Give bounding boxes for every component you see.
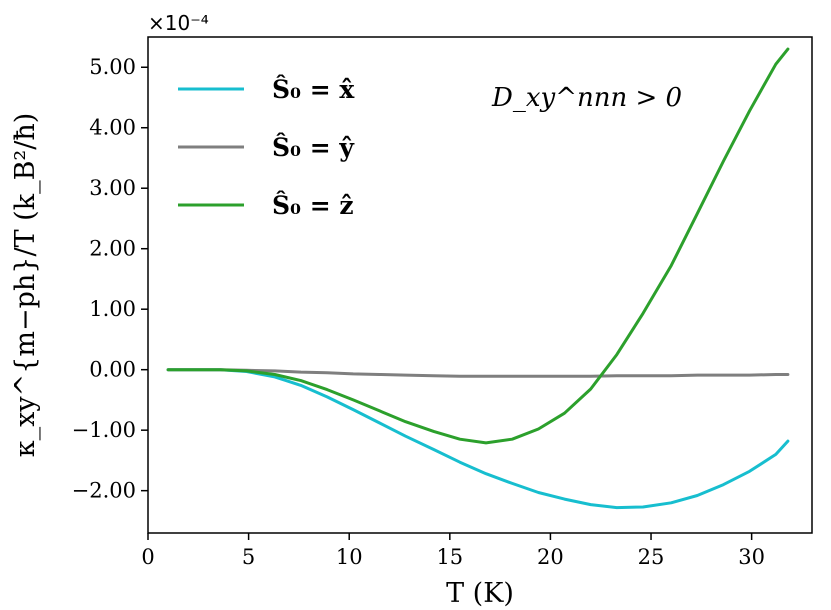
y-tick-label: 0.00 <box>89 358 136 382</box>
legend-label-2: Ŝ₀ = ŷ <box>272 133 355 162</box>
x-tick-label: 10 <box>336 545 363 569</box>
y-tick-label: 2.00 <box>89 237 136 261</box>
annotation: D_xy^nnn > 0 <box>491 83 682 113</box>
series-line-2 <box>166 368 790 378</box>
y-tick-label: 3.00 <box>89 176 136 200</box>
x-axis-label: T (K) <box>446 578 514 609</box>
y-offset-label: ×10⁻⁴ <box>148 11 209 35</box>
y-tick-label: −2.00 <box>72 479 136 503</box>
legend-label-3: Ŝ₀ = ẑ <box>272 191 354 220</box>
x-tick-label: 0 <box>141 545 154 569</box>
x-tick-label: 5 <box>242 545 255 569</box>
plot-frame <box>147 36 813 534</box>
x-tick-label: 30 <box>738 545 765 569</box>
y-tick-label: 5.00 <box>89 55 136 79</box>
x-tick-label: 25 <box>638 545 665 569</box>
y-tick-label: 4.00 <box>89 116 136 140</box>
series-line-3 <box>166 47 790 445</box>
plot-area: 0 5 10 15 20 25 30 −2.00 −1.00 0.00 1.00 2.00 3.00 4.… <box>72 36 813 569</box>
series-line-1 <box>166 368 790 510</box>
legend-label-1: Ŝ₀ = x̂ <box>272 75 355 104</box>
y-tick-label: 1.00 <box>89 297 136 321</box>
y-tick-label: −1.00 <box>72 418 136 442</box>
x-tick-label: 20 <box>537 545 564 569</box>
x-tick-label: 15 <box>436 545 463 569</box>
y-axis-label: κ_xy^{m−ph}/T (k_B²/ħ) <box>10 113 41 458</box>
